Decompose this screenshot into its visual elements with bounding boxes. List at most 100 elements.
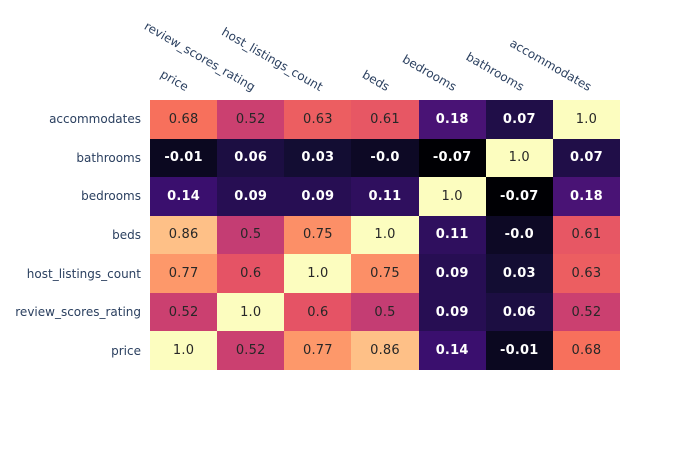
heatmap-cell-beds-bedrooms[interactable]: 0.11 — [418, 215, 486, 255]
cell-value: 0.09 — [435, 304, 469, 320]
cell-value: 0.07 — [502, 111, 536, 127]
heatmap-cell-bedrooms-beds[interactable]: 0.11 — [351, 177, 419, 216]
heatmap-cell-review_scores_rating-bedrooms[interactable]: 0.09 — [418, 292, 486, 332]
heatmap-cell-bathrooms-bathrooms[interactable]: 1.0 — [485, 138, 553, 178]
cell-value: 0.06 — [234, 150, 268, 166]
cell-value: 1.0 — [575, 111, 598, 127]
cell-value: 0.77 — [168, 266, 199, 282]
heatmap-cell-bedrooms-review_scores_rating[interactable]: 0.09 — [217, 177, 285, 216]
heatmap-cell-bedrooms-price[interactable]: 0.14 — [150, 177, 218, 216]
cell-value: 0.52 — [235, 343, 266, 359]
heatmap-cell-review_scores_rating-accommodates[interactable]: 0.52 — [552, 292, 620, 332]
heatmap-cell-host_listings_count-beds[interactable]: 0.75 — [351, 254, 419, 293]
cell-value: 0.6 — [307, 304, 329, 320]
heatmap-cell-accommodates-price[interactable]: 0.68 — [150, 100, 218, 139]
heatmap-cell-accommodates-bedrooms[interactable]: 0.18 — [418, 100, 486, 139]
heatmap-cell-host_listings_count-review_scores_rating[interactable]: 0.6 — [217, 254, 285, 293]
x-axis-label-beds: beds — [359, 67, 392, 94]
cell-value: -0.07 — [432, 150, 472, 166]
heatmap-cell-accommodates-accommodates[interactable]: 1.0 — [552, 100, 620, 139]
heatmap-cell-bathrooms-review_scores_rating[interactable]: 0.06 — [217, 138, 285, 178]
heatmap-cell-bathrooms-host_listings_count[interactable]: 0.03 — [284, 138, 352, 178]
cell-value: 0.63 — [302, 111, 333, 127]
y-axis-label-beds: beds — [112, 227, 141, 242]
heatmap-cell-host_listings_count-bathrooms[interactable]: 0.03 — [485, 254, 553, 293]
heatmap-cell-accommodates-host_listings_count[interactable]: 0.63 — [284, 100, 352, 139]
cell-value: 0.77 — [302, 343, 333, 359]
y-axis-label-price: price — [111, 343, 141, 358]
heatmap-cell-beds-beds[interactable]: 1.0 — [351, 215, 419, 255]
cell-value: 0.09 — [234, 188, 268, 204]
cell-value: 0.5 — [240, 227, 262, 243]
cell-value: 0.75 — [370, 266, 400, 282]
cell-value: 0.61 — [370, 111, 400, 127]
cell-value: -0.07 — [500, 188, 539, 204]
heatmap-cell-review_scores_rating-beds[interactable]: 0.5 — [351, 292, 419, 332]
cell-value: 0.14 — [435, 343, 469, 359]
heatmap-cell-bathrooms-beds[interactable]: -0.0 — [351, 138, 419, 178]
heatmap-cell-review_scores_rating-bathrooms[interactable]: 0.06 — [485, 292, 553, 332]
cell-value: 1.0 — [172, 343, 195, 359]
cell-value: -0.0 — [370, 150, 400, 166]
heatmap-cell-beds-accommodates[interactable]: 0.61 — [552, 215, 620, 255]
heatmap-cell-bedrooms-host_listings_count[interactable]: 0.09 — [284, 177, 352, 216]
heatmap-cell-bedrooms-accommodates[interactable]: 0.18 — [552, 177, 620, 216]
heatmap-cell-host_listings_count-accommodates[interactable]: 0.63 — [552, 254, 620, 293]
cell-value: 1.0 — [240, 304, 262, 320]
y-axis-label-bedrooms: bedrooms — [81, 189, 141, 204]
heatmap-cell-bathrooms-price[interactable]: -0.01 — [150, 138, 218, 178]
cell-value: 0.11 — [435, 227, 469, 243]
y-axis-label-review_scores_rating: review_scores_rating — [15, 305, 141, 320]
heatmap-cell-bedrooms-bathrooms[interactable]: -0.07 — [485, 177, 553, 216]
y-axis-label-bathrooms: bathrooms — [76, 150, 141, 165]
heatmap-cell-bathrooms-bedrooms[interactable]: -0.07 — [418, 138, 486, 178]
heatmap-cell-beds-review_scores_rating[interactable]: 0.5 — [217, 215, 285, 255]
heatmap-cell-price-review_scores_rating[interactable]: 0.52 — [217, 331, 285, 370]
heatmap-cell-price-host_listings_count[interactable]: 0.77 — [284, 331, 352, 370]
heatmap-cell-review_scores_rating-host_listings_count[interactable]: 0.6 — [284, 292, 352, 332]
heatmap-cell-price-bedrooms[interactable]: 0.14 — [418, 331, 486, 370]
cell-value: 0.52 — [235, 111, 266, 127]
cell-value: 0.5 — [374, 304, 396, 320]
heatmap-cell-price-beds[interactable]: 0.86 — [351, 331, 419, 370]
cell-value: 0.86 — [168, 227, 199, 243]
heatmap-cell-accommodates-beds[interactable]: 0.61 — [351, 100, 419, 139]
x-axis-label-bathrooms: bathrooms — [463, 49, 527, 94]
heatmap-cell-host_listings_count-price[interactable]: 0.77 — [150, 254, 218, 293]
cell-value: -0.01 — [164, 150, 203, 166]
cell-value: 0.09 — [301, 188, 335, 204]
y-axis-label-host_listings_count: host_listings_count — [26, 266, 141, 281]
cell-value: 0.03 — [502, 266, 536, 282]
cell-value: 0.03 — [301, 150, 335, 166]
heatmap-cell-accommodates-review_scores_rating[interactable]: 0.52 — [217, 100, 285, 139]
heatmap-cell-price-bathrooms[interactable]: -0.01 — [485, 331, 553, 370]
heatmap-cell-price-price[interactable]: 1.0 — [150, 331, 218, 370]
heatmap-cell-host_listings_count-host_listings_count[interactable]: 1.0 — [284, 254, 352, 293]
cell-value: 0.86 — [370, 343, 400, 359]
heatmap-cell-host_listings_count-bedrooms[interactable]: 0.09 — [418, 254, 486, 293]
cell-value: 1.0 — [374, 227, 396, 243]
cell-value: 0.61 — [571, 227, 602, 243]
heatmap-cell-price-accommodates[interactable]: 0.68 — [552, 331, 620, 370]
heatmap-cell-review_scores_rating-review_scores_rating[interactable]: 1.0 — [217, 292, 285, 332]
heatmap-cell-review_scores_rating-price[interactable]: 0.52 — [150, 292, 218, 332]
cell-value: 0.18 — [435, 111, 469, 127]
cell-value: 0.68 — [571, 343, 602, 359]
x-axis-label-bedrooms: bedrooms — [400, 51, 460, 94]
cell-value: 0.07 — [569, 150, 603, 166]
cell-value: 0.11 — [368, 188, 402, 204]
heatmap-cell-beds-price[interactable]: 0.86 — [150, 215, 218, 255]
heatmap-plot-area[interactable]: 0.68 0.52 0.63 0.61 0.18 0.07 1.0 -0.01 0.06 0.03… — [150, 100, 620, 370]
cell-value: 1.0 — [508, 150, 530, 166]
x-axis-label-review_scores_rating: review_scores_rating — [141, 19, 258, 94]
cell-value: 0.09 — [435, 266, 469, 282]
heatmap-cell-accommodates-bathrooms[interactable]: 0.07 — [485, 100, 553, 139]
cell-value: 0.18 — [569, 188, 603, 204]
cell-value: 0.52 — [571, 304, 602, 320]
heatmap-cell-bedrooms-bedrooms[interactable]: 1.0 — [418, 177, 486, 216]
heatmap-cell-beds-host_listings_count[interactable]: 0.75 — [284, 215, 352, 255]
x-axis-label-price: price — [157, 66, 191, 94]
heatmap-cell-bathrooms-accommodates[interactable]: 0.07 — [552, 138, 620, 178]
heatmap-cell-beds-bathrooms[interactable]: -0.0 — [485, 215, 553, 255]
cell-value: 0.14 — [167, 188, 200, 204]
